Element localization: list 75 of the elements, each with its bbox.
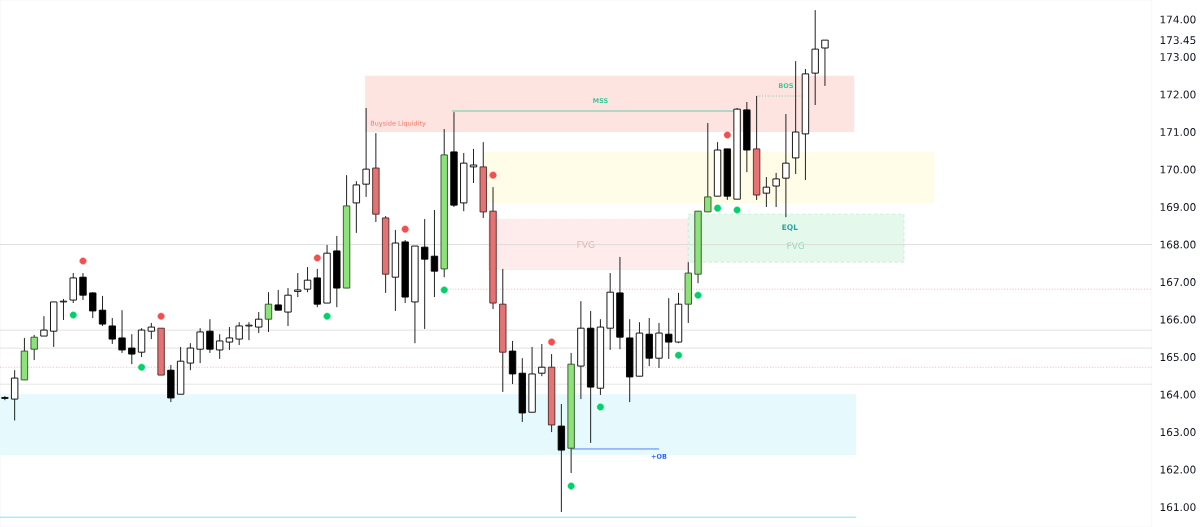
y-tick-label: 173.00 [1160,53,1196,61]
candlestick [69,272,77,304]
point [440,286,448,294]
candlestick [1,395,9,401]
point [714,204,722,212]
y-tick-label: 167.00 [1160,278,1196,287]
y-tick-label: 163.00 [1160,428,1196,437]
candlestick [469,148,478,184]
candlestick [137,327,146,358]
candlestick [665,297,673,360]
point [401,225,409,233]
candlestick [196,327,204,364]
point [157,312,165,320]
point [138,363,146,371]
point [313,254,321,262]
candlestick [557,403,566,513]
point [548,338,556,346]
candlestick [303,266,312,293]
candlestick [30,334,38,361]
candlestick [245,321,253,341]
candlestick [206,318,214,354]
y-tick-label: 165.00 [1160,353,1196,362]
point [79,257,87,265]
candlestick [10,369,19,421]
candlestick [430,209,439,298]
candlestick [352,180,361,234]
candlestick [118,309,126,354]
y-tick-label: 171.00 [1160,128,1196,136]
candlestick [274,289,282,311]
candlestick [762,176,771,208]
band-label: FVG [577,241,595,248]
point [323,312,331,320]
candlestick [225,326,234,351]
y-tick-label: 166.00 [1160,315,1196,324]
point [733,206,741,214]
candlestick [89,291,97,319]
point [69,311,77,319]
candlestick [98,295,107,327]
candlestick [821,39,829,87]
candlestick [128,333,136,365]
candlestick [772,172,780,208]
candlestick [284,287,292,327]
band-label: FVG [787,242,805,250]
candlestick [59,298,68,321]
candlestick [811,9,819,106]
point [567,482,575,490]
candlestick [79,272,87,301]
candlestick [108,317,116,345]
point [596,403,604,411]
y-tick-label: 162.00 [1160,465,1196,474]
point [489,171,497,179]
y-tick-label: 169.00 [1160,203,1196,211]
candlestick [294,272,302,298]
y-tick-label: 168.00 [1160,240,1196,249]
y-tick-label: 172.00 [1160,90,1196,99]
candlestick [782,113,790,218]
candlestick [186,342,195,371]
point [723,131,731,139]
candlestick [704,122,712,213]
candlestick [421,218,429,330]
candlestick [235,321,243,346]
point [675,351,683,359]
candlestick [40,315,48,337]
candlestick [508,340,517,385]
candlestick [264,291,273,333]
candlestick [362,107,370,198]
candlestick [255,311,263,334]
candlestick [538,343,546,377]
point [694,291,702,299]
candlestick [216,333,224,360]
y-tick-label: 164.00 [1160,390,1196,399]
y-tick-label: 170.00 [1160,165,1196,174]
y-tick-label: 173.45 [1160,36,1196,45]
y-tick-label: 161.00 [1160,503,1196,512]
y-tick-label: 174.00 [1160,15,1196,24]
